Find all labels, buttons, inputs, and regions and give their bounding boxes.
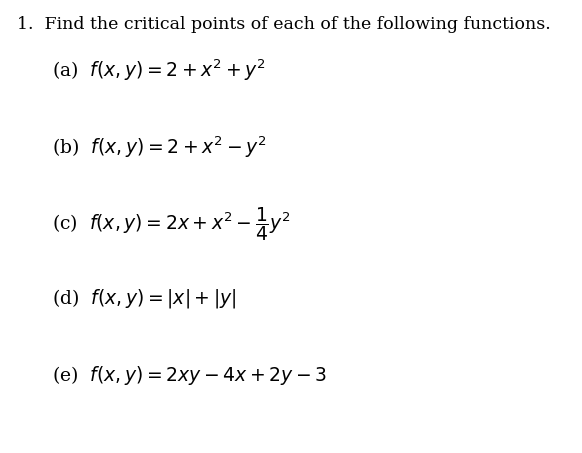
Text: (b)  $f(x,y) = 2 + x^2 - y^2$: (b) $f(x,y) = 2 + x^2 - y^2$: [52, 135, 267, 160]
Text: (a)  $f(x,y) = 2 + x^2 + y^2$: (a) $f(x,y) = 2 + x^2 + y^2$: [52, 58, 266, 83]
Text: (c)  $f(x,y) = 2x + x^2 - \dfrac{1}{4}y^2$: (c) $f(x,y) = 2x + x^2 - \dfrac{1}{4}y^2…: [52, 205, 291, 243]
Text: (d)  $f(x,y) = |x| + |y|$: (d) $f(x,y) = |x| + |y|$: [52, 288, 237, 310]
Text: 1.  Find the critical points of each of the following functions.: 1. Find the critical points of each of t…: [17, 16, 551, 33]
Text: (e)  $f(x,y) = 2xy - 4x + 2y - 3$: (e) $f(x,y) = 2xy - 4x + 2y - 3$: [52, 365, 328, 387]
